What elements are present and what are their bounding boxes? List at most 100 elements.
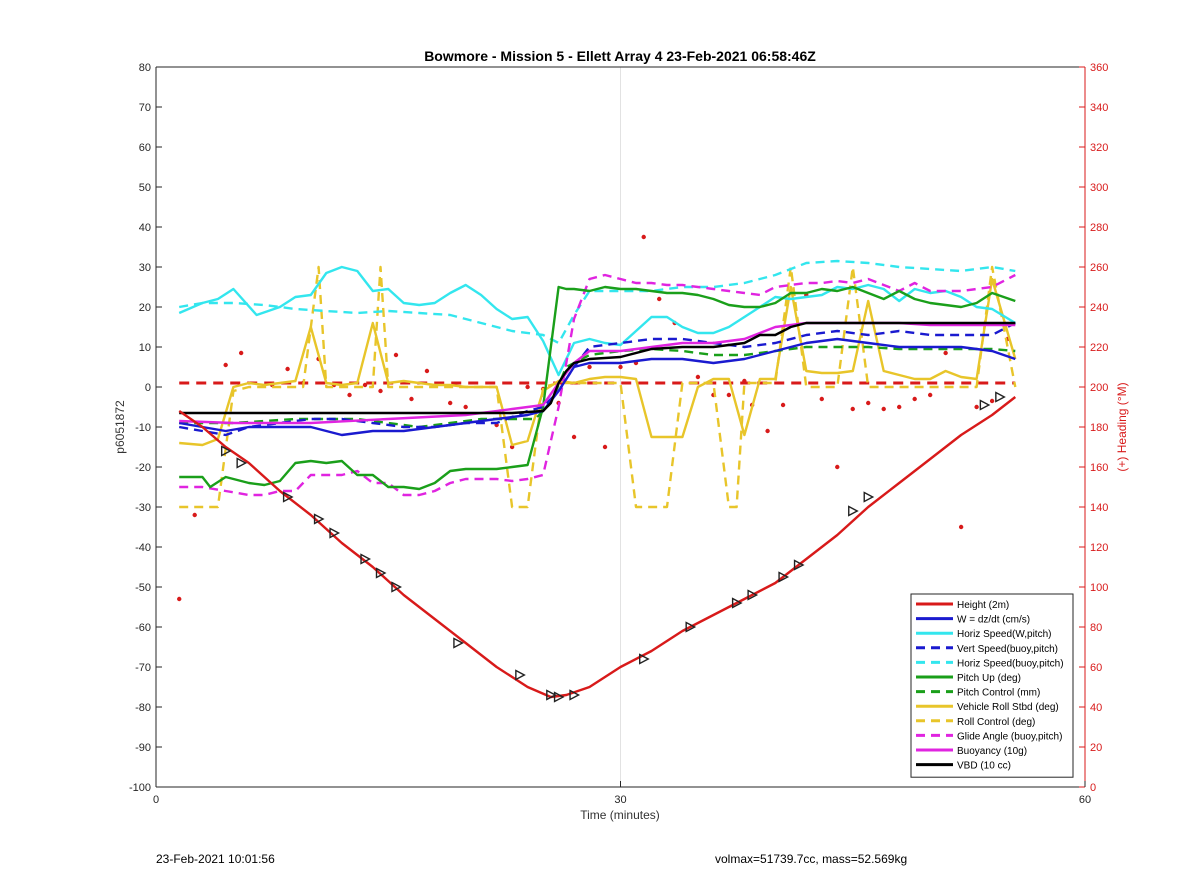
height-marker: [282, 491, 294, 503]
generated-timestamp: 23-Feb-2021 10:01:56: [156, 852, 275, 866]
height-marker: [685, 621, 697, 633]
y2-tick-label: 260: [1090, 262, 1108, 274]
heading-point: [618, 364, 623, 370]
series-line: [178, 259, 1016, 345]
heading-point: [223, 362, 228, 368]
heading-point: [780, 402, 786, 408]
y-tick-label: 10: [139, 342, 151, 354]
height-marker: [793, 559, 805, 571]
y-tick-label: -40: [135, 542, 151, 554]
heading-point: [378, 388, 383, 394]
height-marker: [546, 689, 557, 701]
y-tick-label: -50: [135, 582, 151, 594]
legend-label: Roll Control (deg): [957, 717, 1035, 728]
y-tick-label: -30: [135, 502, 151, 514]
heading-point: [835, 464, 840, 470]
series-line: [179, 265, 1017, 509]
series-layer: [177, 234, 1017, 703]
y-tick-label: -10: [135, 422, 151, 434]
height-marker: [778, 571, 790, 583]
heading-point: [974, 404, 979, 410]
y-tick-label: -70: [135, 662, 151, 674]
y2-tick-label: 20: [1090, 742, 1102, 754]
heading-point: [393, 352, 399, 358]
height-marker: [515, 669, 526, 681]
legend-label: Vert Speed(buoy,pitch): [957, 644, 1058, 655]
legend-label: Horiz Speed(W,pitch): [957, 629, 1051, 640]
legend-label: Pitch Up (deg): [957, 673, 1021, 684]
heading-point: [641, 234, 646, 240]
heading-point: [742, 378, 747, 384]
height-marker: [979, 399, 991, 411]
legend-label: Height (2m): [957, 600, 1009, 611]
heading-point: [897, 404, 902, 410]
height-marker: [313, 513, 325, 525]
heading-point: [695, 374, 701, 380]
heading-point: [912, 396, 917, 402]
y-tick-label: -20: [135, 462, 151, 474]
y2-tick-label: 360: [1090, 62, 1108, 74]
y2-tick-label: 340: [1090, 102, 1108, 114]
y2-tick-label: 160: [1090, 462, 1108, 474]
heading-point: [866, 400, 871, 406]
y-tick-label: -60: [135, 622, 151, 634]
y2-tick-label: 40: [1090, 702, 1102, 714]
heading-point: [525, 384, 530, 390]
series-line: [178, 265, 1016, 377]
y-tick-label: -90: [135, 742, 151, 754]
y-tick-label: -100: [129, 782, 151, 794]
height-marker: [329, 527, 341, 539]
y2-tick-label: 120: [1090, 542, 1108, 554]
height-marker: [220, 445, 232, 457]
heading-point: [943, 350, 948, 356]
series-line: [179, 273, 1016, 497]
legend-label: Pitch Control (mm): [957, 688, 1040, 699]
legend-box: [910, 593, 1074, 778]
heading-point: [850, 406, 855, 412]
y2-tick-label: 240: [1090, 302, 1108, 314]
heading-point: [447, 400, 453, 406]
y2-tick-label: 100: [1090, 582, 1108, 594]
y-tick-label: 50: [139, 182, 151, 194]
axes: 80706050403020100-10-20-30-40-50-60-70-8…: [129, 62, 1108, 806]
height-marker: [236, 457, 248, 469]
heading-point: [927, 392, 933, 398]
legend-label: Vehicle Roll Stbd (deg): [957, 702, 1059, 713]
legend-label: Horiz Speed(buoy,pitch): [957, 658, 1064, 669]
heading-point: [238, 350, 244, 356]
volume-mass-summary: volmax=51739.7cc, mass=52.569kg: [715, 852, 908, 866]
heading-point: [765, 428, 770, 434]
heading-point: [726, 392, 732, 398]
heading-point: [362, 382, 368, 388]
series-line: [179, 345, 1016, 429]
x-tick-label: 60: [1079, 794, 1091, 806]
y2-axis-label: (+) Heading (°M): [1115, 382, 1129, 471]
heading-point: [989, 398, 995, 404]
legend-label: Buoyancy (10g): [957, 746, 1027, 757]
y-axis-label: p6051872: [113, 400, 127, 454]
heading-point: [602, 444, 608, 450]
y2-tick-label: 80: [1090, 622, 1102, 634]
y2-tick-label: 180: [1090, 422, 1108, 434]
heading-point: [424, 368, 430, 374]
heading-point: [819, 396, 824, 402]
y2-tick-label: 140: [1090, 502, 1108, 514]
y-tick-label: 40: [139, 222, 151, 234]
heading-point: [409, 396, 414, 402]
x-axis-label: Time (minutes): [580, 808, 660, 822]
legend-label: VBD (10 cc): [957, 761, 1011, 772]
heading-point: [285, 366, 290, 372]
heading-point: [657, 296, 662, 302]
height-marker: [731, 597, 743, 609]
height-marker: [569, 689, 581, 701]
heading-point: [571, 434, 577, 440]
height-marker: [995, 391, 1006, 403]
heading-point: [192, 512, 197, 518]
heading-point: [347, 392, 352, 398]
series-line: [179, 277, 1017, 447]
height-marker: [848, 505, 859, 517]
height-marker: [553, 691, 565, 703]
height-marker: [639, 653, 650, 665]
heading-point: [587, 364, 592, 370]
